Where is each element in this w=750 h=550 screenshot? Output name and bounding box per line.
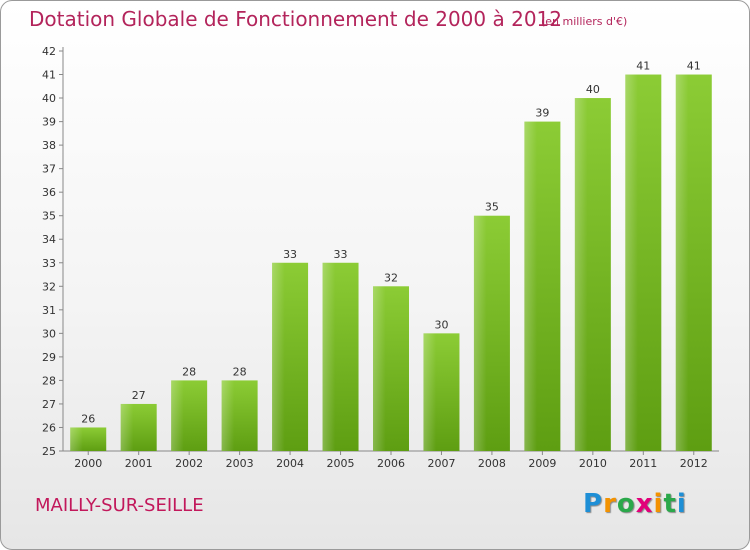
bar-value-label: 35 (485, 201, 499, 214)
bar-value-label: 33 (334, 248, 348, 261)
bar-value-label: 32 (384, 271, 398, 284)
x-tick-label: 2000 (74, 457, 102, 470)
logo-letter: P (583, 489, 604, 519)
y-tick-label: 40 (42, 92, 56, 105)
commune-name: MAILLY-SUR-SEILLE (35, 495, 204, 516)
x-tick-label: 2009 (528, 457, 556, 470)
bar-value-label: 28 (182, 365, 196, 378)
y-tick-label: 31 (42, 304, 56, 317)
bar-highlight (473, 215, 487, 451)
bar-highlight (120, 403, 134, 451)
logo-letter: r (603, 489, 617, 519)
x-tick-label: 2011 (629, 457, 657, 470)
bar-value-label: 33 (283, 248, 297, 261)
bar-value-label: 28 (233, 365, 247, 378)
bar-highlight (221, 380, 235, 451)
bar-highlight (272, 262, 285, 451)
y-tick-label: 37 (42, 163, 56, 176)
x-tick-label: 2010 (579, 457, 607, 470)
bar-highlight (171, 380, 184, 451)
y-tick-label: 33 (42, 257, 56, 270)
y-tick-label: 42 (42, 45, 56, 58)
y-tick-label: 27 (42, 398, 56, 411)
y-tick-label: 41 (42, 69, 56, 82)
y-tick-label: 28 (42, 374, 56, 387)
bar-value-label: 30 (434, 318, 448, 331)
x-tick-label: 2003 (226, 457, 254, 470)
x-tick-label: 2008 (478, 457, 506, 470)
y-tick-label: 30 (42, 327, 56, 340)
x-tick-label: 2004 (276, 457, 304, 470)
bar-highlight (574, 98, 588, 451)
bar-highlight (70, 427, 83, 451)
chart-subtitle: (en milliers d'€) (541, 15, 628, 28)
proxiti-logo: Proxiti (583, 489, 687, 519)
logo-letter: t (663, 489, 677, 519)
bar-highlight (524, 121, 537, 452)
logo-letter: o (616, 489, 636, 519)
bar-highlight (625, 74, 638, 451)
x-tick-label: 2005 (327, 457, 355, 470)
x-tick-label: 2002 (175, 457, 203, 470)
bar-value-label: 40 (586, 83, 600, 96)
logo-letter: i (676, 489, 687, 519)
bar-value-label: 39 (535, 107, 549, 120)
x-tick-label: 2007 (427, 457, 455, 470)
y-tick-label: 38 (42, 139, 56, 152)
y-tick-label: 32 (42, 280, 56, 293)
bar-highlight (675, 74, 689, 451)
y-tick-label: 36 (42, 186, 56, 199)
bar-value-label: 26 (81, 412, 95, 425)
bar-value-label: 27 (132, 389, 146, 402)
x-tick-label: 2006 (377, 457, 405, 470)
logo-letter: i (653, 489, 664, 519)
chart-title: Dotation Globale de Fonctionnement de 20… (29, 7, 562, 31)
bar-value-label: 41 (687, 60, 701, 73)
bar-value-label: 41 (636, 60, 650, 73)
x-tick-label: 2001 (125, 457, 153, 470)
y-tick-label: 26 (42, 421, 56, 434)
y-tick-label: 25 (42, 445, 56, 458)
y-tick-label: 29 (42, 351, 56, 364)
bar-highlight (373, 286, 386, 451)
x-tick-label: 2012 (680, 457, 708, 470)
y-tick-label: 39 (42, 116, 56, 129)
logo-letter: x (635, 489, 654, 519)
bar-highlight (322, 262, 336, 451)
bar-highlight (423, 333, 437, 451)
y-tick-label: 35 (42, 210, 56, 223)
y-tick-label: 34 (42, 233, 56, 246)
